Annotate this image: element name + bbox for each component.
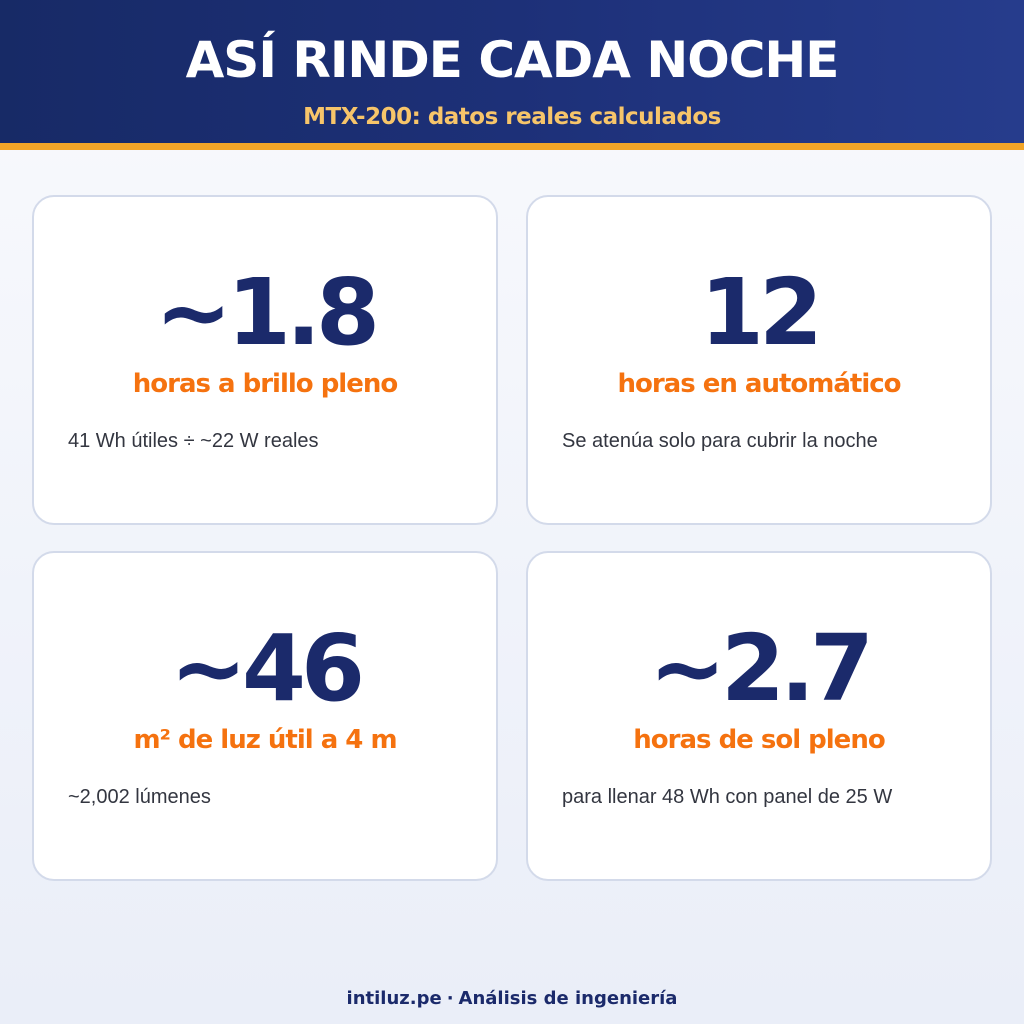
- stat-description: ~2,002 lúmenes: [68, 786, 211, 808]
- page-subtitle: MTX-200: datos reales calculados: [303, 104, 721, 130]
- stat-card-auto-mode: 12 horas en automático Se atenúa solo pa…: [526, 195, 992, 525]
- stat-label: horas de sol pleno: [633, 725, 885, 755]
- footer-separator: ·: [446, 988, 454, 1009]
- stat-label: horas en automático: [617, 369, 901, 399]
- stat-description: Se atenúa solo para cubrir la noche: [562, 430, 878, 452]
- footer-site: intiluz.pe: [346, 988, 442, 1009]
- stat-card-sun-hours: ~2.7 horas de sol pleno para llenar 48 W…: [526, 551, 992, 881]
- stat-value: 12: [699, 259, 823, 366]
- stat-card-full-brightness: ~1.8 horas a brillo pleno 41 Wh útiles ÷…: [32, 195, 498, 525]
- stat-description: para llenar 48 Wh con panel de 25 W: [562, 786, 893, 808]
- stat-value: ~2.7: [648, 615, 874, 722]
- stat-description: 41 Wh útiles ÷ ~22 W reales: [68, 430, 319, 452]
- footer: intiluz.pe · Análisis de ingeniería: [0, 986, 1024, 1012]
- footer-tagline: Análisis de ingeniería: [458, 988, 678, 1009]
- stat-label: horas a brillo pleno: [132, 369, 398, 399]
- stat-card-light-area: ~46 m² de luz útil a 4 m ~2,002 lúmenes: [32, 551, 498, 881]
- stat-label: m² de luz útil a 4 m: [133, 725, 397, 755]
- page-title: ASÍ RINDE CADA NOCHE: [185, 31, 840, 89]
- header-banner: ASÍ RINDE CADA NOCHE MTX-200: datos real…: [0, 0, 1024, 150]
- stat-value: ~46: [169, 615, 365, 722]
- stat-value: ~1.8: [154, 259, 380, 366]
